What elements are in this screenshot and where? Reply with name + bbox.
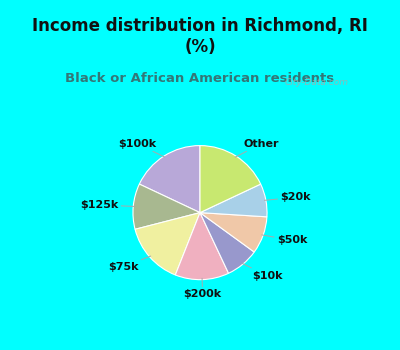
Text: $20k: $20k [264,192,311,202]
Wedge shape [200,146,261,212]
Wedge shape [135,212,200,275]
Text: $125k: $125k [80,200,135,210]
Text: $75k: $75k [108,256,151,272]
Wedge shape [139,146,200,212]
Wedge shape [133,184,200,229]
Text: $100k: $100k [118,139,165,157]
Text: $200k: $200k [184,278,222,299]
Text: City-Data.com: City-Data.com [285,78,349,87]
Text: Income distribution in Richmond, RI
(%): Income distribution in Richmond, RI (%) [32,17,368,56]
Wedge shape [200,212,254,273]
Wedge shape [175,212,228,280]
Text: Black or African American residents: Black or African American residents [66,72,334,85]
Wedge shape [200,184,267,217]
Wedge shape [200,212,267,252]
Text: $10k: $10k [242,263,283,281]
Text: Other: Other [235,139,279,157]
Text: $50k: $50k [262,235,307,245]
